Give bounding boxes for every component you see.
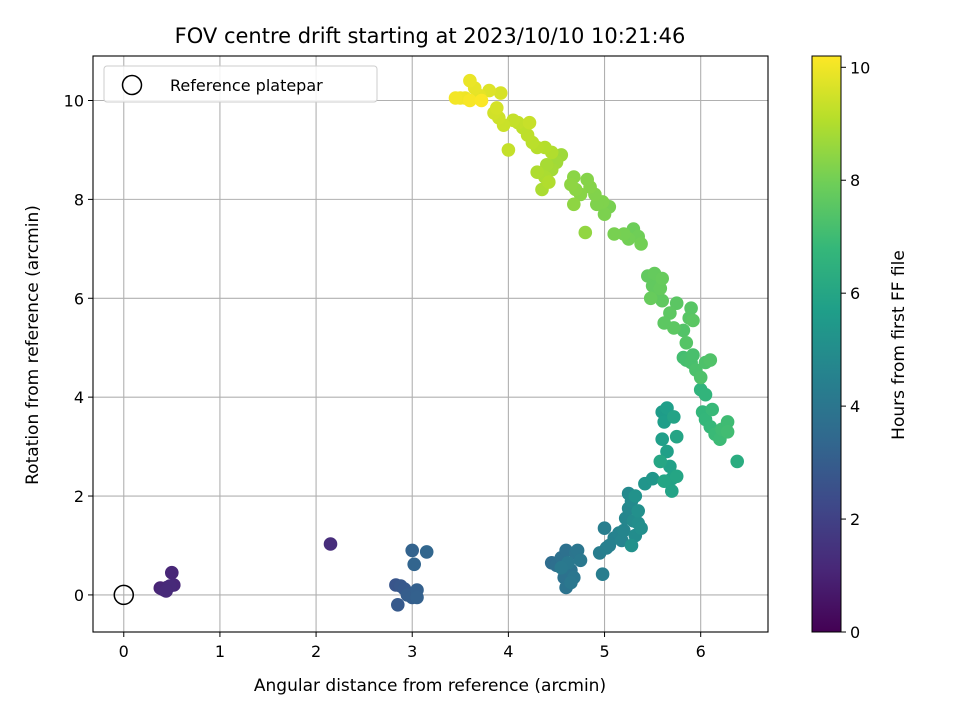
data-point bbox=[564, 177, 578, 192]
data-point bbox=[595, 567, 610, 581]
legend-entry: Reference platepar bbox=[170, 76, 323, 95]
y-tick-label: 0 bbox=[74, 586, 84, 605]
colorbar-tick-label: 6 bbox=[850, 284, 860, 303]
data-point bbox=[665, 484, 679, 498]
data-point bbox=[634, 521, 648, 535]
data-point bbox=[624, 538, 639, 553]
y-tick-label: 6 bbox=[74, 289, 84, 308]
y-tick-label: 10 bbox=[64, 91, 84, 110]
x-tick-label: 2 bbox=[311, 642, 321, 661]
data-point bbox=[669, 296, 684, 311]
y-tick-label: 4 bbox=[74, 388, 84, 407]
y-tick-label: 8 bbox=[74, 190, 84, 209]
data-point bbox=[720, 425, 735, 439]
data-point bbox=[663, 306, 677, 320]
data-point bbox=[448, 91, 463, 105]
data-point bbox=[419, 545, 434, 559]
data-point bbox=[657, 474, 671, 489]
data-points bbox=[153, 73, 744, 612]
x-tick-label: 6 bbox=[696, 642, 706, 661]
data-point bbox=[542, 175, 556, 189]
data-point bbox=[655, 432, 669, 447]
plot-frame bbox=[92, 55, 769, 633]
data-point bbox=[669, 429, 684, 444]
data-point bbox=[567, 197, 581, 212]
colorbar-tick-label: 4 bbox=[850, 397, 860, 416]
chart-title: FOV centre drift starting at 2023/10/10 … bbox=[175, 24, 686, 48]
data-point bbox=[705, 402, 719, 417]
colorbar-ticks: 0 2 4 6 8 10 bbox=[841, 58, 870, 642]
legend: Reference platepar bbox=[103, 65, 378, 103]
x-tick-label: 5 bbox=[599, 642, 609, 661]
data-point bbox=[698, 387, 713, 402]
data-point bbox=[405, 543, 420, 558]
data-point bbox=[522, 115, 537, 130]
x-tick-label: 1 bbox=[215, 642, 225, 661]
data-point bbox=[730, 454, 744, 469]
y-ticks: 0 2 4 6 8 10 bbox=[64, 91, 93, 605]
x-tick-label: 3 bbox=[407, 642, 417, 661]
data-point bbox=[693, 370, 708, 385]
data-point bbox=[410, 590, 424, 605]
legend-marker bbox=[121, 74, 143, 96]
data-point bbox=[628, 489, 643, 503]
data-point bbox=[679, 336, 694, 350]
data-point bbox=[657, 316, 671, 330]
x-ticks: 0 1 2 3 4 5 6 bbox=[119, 632, 706, 661]
data-point bbox=[597, 521, 612, 535]
reference-point bbox=[113, 584, 135, 606]
data-point bbox=[720, 415, 735, 429]
data-point bbox=[493, 86, 508, 100]
data-point bbox=[501, 143, 516, 157]
x-axis-label: Angular distance from reference (arcmin) bbox=[254, 676, 606, 696]
data-point bbox=[631, 504, 645, 518]
data-point bbox=[578, 225, 593, 240]
data-point bbox=[643, 291, 658, 306]
data-point bbox=[667, 410, 681, 424]
colorbar-label: Hours from first FF file bbox=[889, 250, 909, 440]
data-point bbox=[684, 301, 698, 316]
data-point bbox=[407, 557, 422, 572]
data-point bbox=[554, 560, 569, 575]
x-tick-label: 4 bbox=[503, 642, 513, 661]
data-point bbox=[474, 93, 489, 108]
legend-box bbox=[103, 65, 378, 103]
colorbar: 0 2 4 6 8 10 Hours from first FF file bbox=[811, 55, 909, 642]
data-point bbox=[617, 523, 631, 538]
data-point bbox=[645, 471, 660, 486]
data-point bbox=[703, 353, 718, 367]
data-point bbox=[391, 598, 405, 612]
data-point bbox=[490, 101, 504, 115]
colorbar-tick-label: 10 bbox=[850, 58, 870, 77]
data-point bbox=[323, 537, 338, 551]
data-point bbox=[530, 165, 544, 179]
data-point bbox=[669, 469, 684, 484]
x-tick-label: 0 bbox=[119, 642, 129, 661]
data-point bbox=[653, 454, 668, 469]
colorbar-tick-label: 2 bbox=[850, 510, 860, 529]
data-point bbox=[660, 444, 674, 459]
data-point bbox=[463, 93, 477, 108]
data-point bbox=[686, 348, 700, 362]
colorbar-gradient bbox=[811, 55, 842, 633]
data-point bbox=[540, 158, 554, 172]
data-point bbox=[159, 584, 173, 598]
data-point bbox=[165, 565, 179, 580]
data-point bbox=[580, 172, 594, 187]
y-tick-label: 2 bbox=[74, 487, 84, 506]
colorbar-tick-label: 8 bbox=[850, 171, 860, 190]
data-point bbox=[617, 227, 631, 241]
data-point bbox=[463, 73, 477, 88]
data-point bbox=[573, 553, 588, 568]
data-point bbox=[597, 207, 612, 221]
data-point bbox=[686, 313, 700, 328]
data-point bbox=[655, 271, 669, 286]
y-axis-label: Rotation from reference (arcmin) bbox=[23, 205, 43, 485]
reference-marker bbox=[113, 584, 135, 606]
colorbar-tick-label: 0 bbox=[850, 623, 860, 642]
data-point bbox=[607, 227, 621, 241]
data-point bbox=[564, 575, 578, 590]
data-point bbox=[634, 237, 648, 251]
